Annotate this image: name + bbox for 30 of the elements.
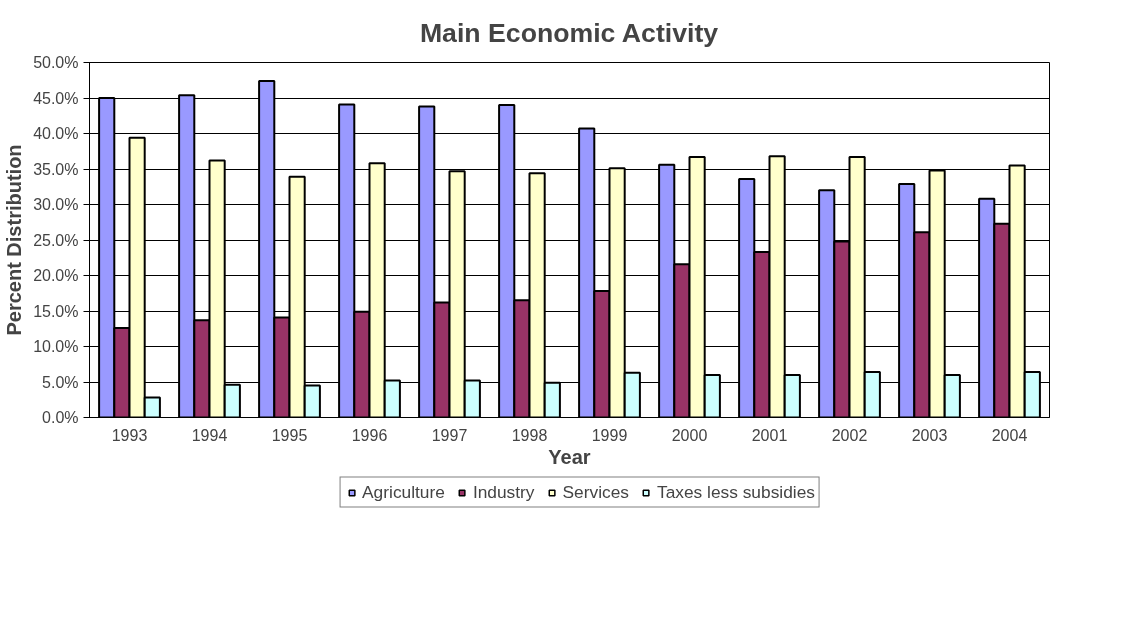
- y-tick-label: 45.0%: [33, 89, 79, 107]
- x-tick-label: 2000: [671, 426, 708, 444]
- legend-label: Industry: [472, 481, 535, 503]
- x-tick-label: 1993: [111, 426, 148, 444]
- x-tick-label: 1999: [591, 426, 628, 444]
- y-tick-label: 30.0%: [33, 196, 79, 213]
- x-tick-label: 2001: [751, 426, 788, 444]
- x-tick-label: 1994: [191, 426, 228, 444]
- y-tick-label: 10.0%: [33, 338, 79, 355]
- x-tick-label: 1997: [431, 426, 468, 444]
- chart-title: Main Economic Activity: [419, 17, 719, 48]
- legend-label: Services: [562, 481, 629, 503]
- x-tick-label: 1998: [511, 426, 548, 444]
- y-tick-label: 0.0%: [42, 409, 79, 426]
- y-tick-label: 15.0%: [33, 302, 79, 320]
- y-tick-label: 20.0%: [33, 267, 79, 284]
- x-tick-label: 2002: [831, 426, 868, 444]
- y-tick-label: 35.0%: [33, 160, 79, 178]
- y-tick-label: 25.0%: [33, 231, 79, 249]
- legend-label: Taxes less subsidies: [656, 481, 815, 503]
- x-tick-label: 2004: [991, 426, 1028, 444]
- legend-label: Agriculture: [362, 481, 445, 503]
- x-tick-label: 1996: [351, 426, 388, 444]
- y-tick-label: 40.0%: [33, 125, 79, 142]
- y-tick-label: 50.0%: [33, 54, 79, 71]
- y-axis-title: Percent Distribution: [3, 144, 26, 336]
- x-tick-label: 1995: [271, 426, 308, 444]
- x-tick-label: 2003: [911, 426, 948, 444]
- x-axis-title: Year: [548, 445, 591, 468]
- y-tick-label: 5.0%: [42, 373, 79, 391]
